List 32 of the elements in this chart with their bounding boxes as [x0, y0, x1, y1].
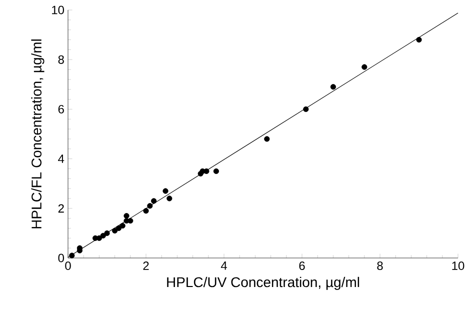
- y-tick-label: 10: [52, 6, 64, 14]
- x-axis-title: HPLC/UV Concentration, µg/ml: [167, 276, 360, 290]
- x-tick-label: 6: [299, 262, 305, 270]
- point: [124, 213, 130, 219]
- y-tick-label: 6: [58, 104, 64, 114]
- point: [303, 106, 309, 112]
- point: [362, 64, 368, 70]
- point: [147, 203, 153, 209]
- x-tick-label: 2: [143, 262, 149, 270]
- point: [69, 252, 75, 258]
- y-tick-label: 4: [58, 154, 64, 163]
- point: [143, 208, 149, 214]
- point: [264, 136, 270, 142]
- point: [166, 196, 172, 202]
- point: [104, 230, 110, 236]
- y-tick-label: 8: [58, 55, 64, 64]
- point: [151, 198, 157, 204]
- point: [213, 168, 219, 174]
- x-tick-label: 4: [220, 262, 227, 270]
- point: [416, 36, 422, 43]
- point: [100, 232, 106, 238]
- x-tick-label: 10: [452, 262, 464, 270]
- point: [112, 228, 118, 234]
- y-tick-label: 0: [58, 254, 64, 262]
- x-tick-label: 8: [377, 262, 383, 270]
- y-axis-title: HPLC/FL Concentration, µg/ml: [31, 39, 44, 228]
- point: [330, 84, 336, 90]
- y-tick-label: 2: [58, 204, 64, 213]
- point: [120, 222, 126, 229]
- point: [116, 225, 122, 232]
- point: [162, 188, 168, 194]
- x-tick-label: 0: [65, 262, 71, 270]
